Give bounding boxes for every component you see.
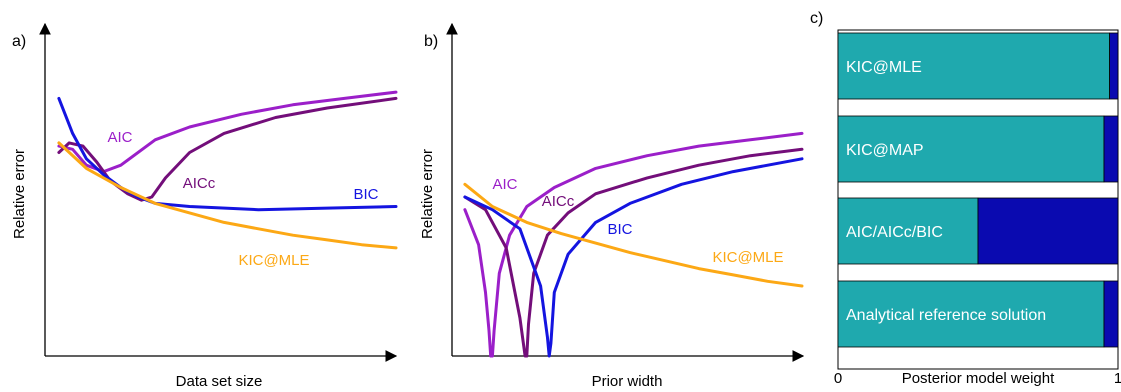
panel-a-label-aic: AIC [107,129,132,146]
bar-label-kic-mle: KIC@MLE [846,59,922,76]
panel-c: c) KIC@MLE KIC@MAP AIC/AICc/BIC Analytical r… [810,10,1121,387]
panel-a-letter: a) [12,33,26,50]
panel-b-label-kic-mle: KIC@MLE [712,249,783,266]
panel-b: b) Relative error Prior width AIC AICc BIC KIC… [419,22,805,390]
panel-a-label-kic-mle: KIC@MLE [238,252,309,269]
bar-kic-mle-weight [837,32,1111,100]
bar-aic-aicc-bic-remainder [977,197,1119,265]
bar-kic-mle-remainder [1109,32,1119,100]
panel-a-series-aic [57,90,398,174]
panel-b-letter: b) [424,33,438,50]
bar-analytical-reference-solution-remainder [1103,280,1119,348]
panel-a-series-bic [57,96,398,212]
panel-c-letter: c) [810,10,823,27]
panel-a-series-aicc [57,96,398,202]
panel-c-x-tick-0: 0 [834,370,842,387]
panel-a-series-kic-mle [57,141,398,250]
panel-b-series-kic-mle [463,182,804,288]
bar-kic-map-remainder [1103,115,1119,183]
panel-b-x-axis-label: Prior width [592,373,663,387]
panel-a-label-aicc: AICc [183,175,216,192]
panel-a-label-bic: BIC [353,186,378,203]
panel-b-series-aic [463,131,804,358]
panel-b-y-axis-label: Relative error [419,149,436,239]
panel-b-series-aicc [463,147,804,358]
panel-b-label-aic: AIC [492,176,517,193]
bar-label-analytical-reference-solution: Analytical reference solution [846,307,1046,324]
panel-c-x-axis-label: Posterior model weight [902,370,1055,387]
panel-a-x-axis-label: Data set size [176,373,263,387]
panel-a: a) Relative error Data set size AIC AICc BIC K… [11,22,398,390]
bar-label-kic-map: KIC@MAP [846,142,924,159]
panel-b-label-aicc: AICc [542,193,575,210]
bar-label-aic-aicc-bic: AIC/AICc/BIC [846,224,943,241]
panel-b-label-bic: BIC [607,221,632,238]
bar-kic-map-weight [837,115,1105,183]
panel-a-y-axis-label: Relative error [11,149,28,239]
panel-b-series-bic [463,157,804,358]
panel-c-x-tick-1: 1 [1114,370,1121,387]
